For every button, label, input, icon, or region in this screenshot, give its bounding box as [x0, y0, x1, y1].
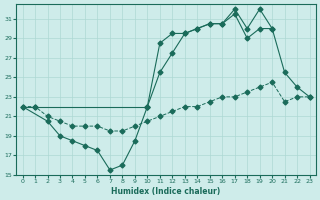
X-axis label: Humidex (Indice chaleur): Humidex (Indice chaleur)	[111, 187, 221, 196]
